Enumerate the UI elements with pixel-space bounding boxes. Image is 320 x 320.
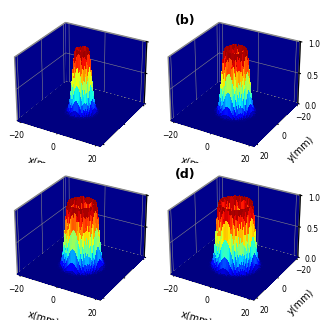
Text: (b): (b)	[175, 14, 195, 27]
X-axis label: x(mm): x(mm)	[180, 155, 214, 174]
X-axis label: x(mm): x(mm)	[180, 308, 214, 320]
Y-axis label: y(mm): y(mm)	[286, 134, 316, 164]
X-axis label: x(mm): x(mm)	[26, 155, 60, 174]
Y-axis label: y(mm): y(mm)	[286, 288, 316, 317]
X-axis label: x(mm): x(mm)	[26, 308, 60, 320]
Text: (d): (d)	[175, 168, 195, 180]
